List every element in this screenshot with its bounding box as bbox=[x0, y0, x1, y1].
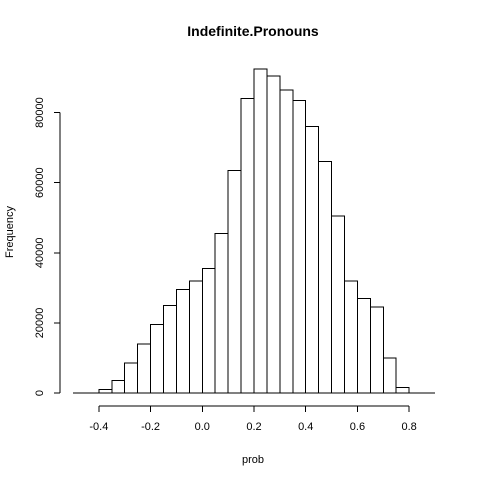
histogram-bar bbox=[318, 161, 333, 394]
bars-group bbox=[73, 68, 435, 394]
histogram-bar bbox=[214, 233, 229, 394]
x-tick-label: 0.0 bbox=[195, 421, 210, 433]
x-tick-label: 0.6 bbox=[350, 421, 365, 433]
y-tick-label: 80000 bbox=[34, 97, 46, 128]
y-tick-label: 20000 bbox=[34, 308, 46, 339]
histogram-bar bbox=[98, 389, 113, 394]
x-tick-label: -0.2 bbox=[141, 421, 160, 433]
x-axis: -0.4 -0.2 0.0 0.2 0.4 0.6 0.8 bbox=[89, 405, 417, 433]
y-axis-label: Frequency bbox=[4, 206, 16, 258]
histogram-bar bbox=[201, 268, 216, 394]
y-axis: 0 20000 40000 60000 80000 bbox=[34, 97, 61, 396]
histogram-bar bbox=[111, 380, 126, 394]
x-tick-label: 0.4 bbox=[298, 421, 313, 433]
y-tick-label: 0 bbox=[34, 390, 46, 396]
histogram-bar bbox=[253, 68, 268, 394]
x-tick-label: -0.4 bbox=[89, 421, 108, 433]
histogram-bar bbox=[124, 362, 139, 394]
histogram-bar bbox=[137, 343, 152, 394]
histogram-bar bbox=[344, 280, 358, 394]
histogram-bar bbox=[150, 324, 165, 394]
histogram-bar bbox=[188, 280, 203, 394]
histogram-bar bbox=[331, 215, 346, 394]
histogram-bar bbox=[163, 304, 177, 394]
histogram-bar bbox=[305, 126, 320, 394]
histogram-bar bbox=[175, 289, 190, 394]
chart-title: Indefinite.Pronouns bbox=[187, 23, 319, 39]
histogram-bar bbox=[369, 306, 384, 394]
histogram-bar bbox=[356, 297, 371, 394]
histogram-bar bbox=[279, 89, 294, 394]
histogram-bar bbox=[227, 169, 242, 394]
histogram-bar bbox=[240, 98, 255, 394]
histogram-bar bbox=[395, 387, 410, 394]
histogram-bar bbox=[266, 75, 281, 394]
x-tick-label: 0.8 bbox=[401, 421, 416, 433]
histogram-bar bbox=[292, 99, 307, 394]
histogram-bar bbox=[382, 357, 397, 394]
y-tick-label: 40000 bbox=[34, 237, 46, 268]
x-axis-label: prob bbox=[242, 454, 264, 466]
y-tick-label: 60000 bbox=[34, 167, 46, 198]
x-tick-label: 0.2 bbox=[246, 421, 261, 433]
